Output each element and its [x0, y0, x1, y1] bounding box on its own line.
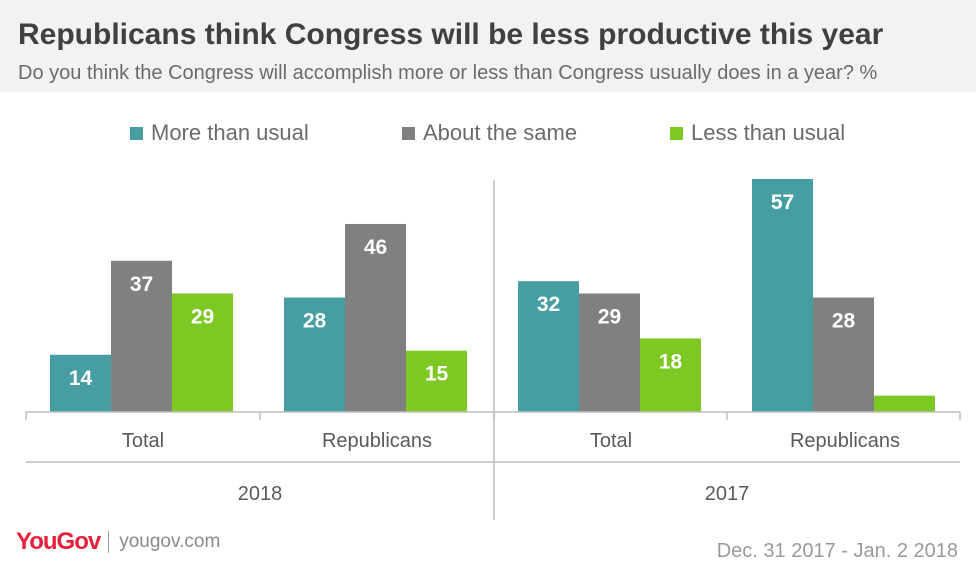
- bar-value-label: 37: [130, 273, 153, 296]
- group-label-2017: 2017: [705, 483, 750, 505]
- category-label: Total: [122, 430, 164, 452]
- bar-less-2: [640, 338, 701, 412]
- bar-more-2: [518, 281, 579, 412]
- bar-same-0: [111, 260, 172, 412]
- bar-more-3: [752, 179, 813, 412]
- bar-value-label: 14: [69, 367, 93, 390]
- bar-less-3: [874, 395, 935, 412]
- bar-value-label: 29: [191, 305, 214, 328]
- bar-value-label: 18: [659, 350, 683, 373]
- legend-swatch-same: [402, 126, 415, 140]
- footer-brand: YouGov yougov.com: [16, 528, 220, 556]
- legend-label-less: Less than usual: [691, 120, 846, 145]
- legend-item-more: More than usual: [130, 120, 309, 146]
- category-label: Republicans: [790, 430, 900, 452]
- bar-value-label: 28: [303, 310, 327, 333]
- bar-same-1: [345, 223, 406, 412]
- legend-item-same: About the same: [402, 120, 577, 146]
- chart-subtitle: Do you think the Congress will accomplis…: [18, 62, 878, 84]
- bar-value-label: 29: [598, 305, 621, 328]
- bar-value-label: 32: [537, 293, 560, 316]
- legend-label-more: More than usual: [151, 120, 309, 145]
- legend-swatch-more: [130, 126, 143, 140]
- bar-value-label: 4: [899, 370, 911, 393]
- bar-value-label: 57: [771, 191, 794, 214]
- brand-divider: [108, 531, 110, 553]
- legend-label-same: About the same: [423, 120, 578, 145]
- bar-value-label: 28: [832, 310, 856, 333]
- bar-value-label: 15: [425, 363, 449, 386]
- bar-value-label: 46: [364, 236, 387, 259]
- group-label-2018: 2018: [238, 483, 283, 505]
- bar-less-0: [172, 293, 233, 412]
- bar-same-2: [579, 293, 640, 412]
- bar-more-1: [284, 297, 345, 412]
- survey-date-range: Dec. 31 2017 - Jan. 2 2018: [716, 540, 958, 562]
- legend: More than usual About the same Less than…: [0, 120, 976, 150]
- bar-same-3: [813, 297, 874, 412]
- category-label: Republicans: [322, 430, 432, 452]
- yougov-logo: YouGov: [16, 528, 101, 555]
- legend-item-less: Less than usual: [670, 120, 845, 146]
- chart-title: Republicans think Congress will be less …: [18, 18, 884, 51]
- category-label: Total: [590, 430, 632, 452]
- legend-swatch-less: [670, 126, 683, 140]
- bar-less-1: [406, 350, 467, 412]
- bar-more-0: [50, 354, 111, 412]
- header-band: Republicans think Congress will be less …: [0, 0, 976, 92]
- brand-url: yougov.com: [119, 531, 221, 552]
